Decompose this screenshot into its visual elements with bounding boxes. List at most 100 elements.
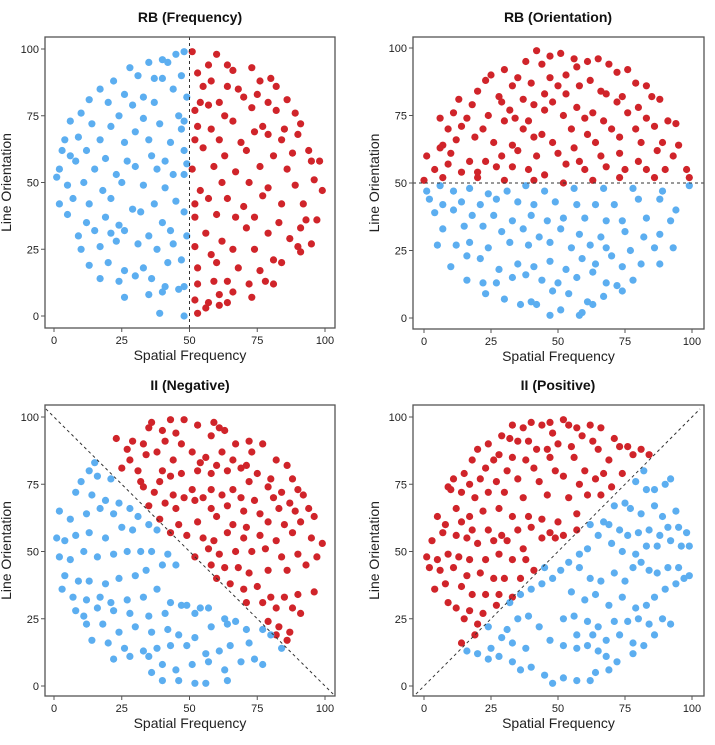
point-category-b [194, 421, 202, 429]
point-category-a [107, 122, 115, 130]
point-category-b [283, 636, 291, 644]
point-category-a [69, 194, 77, 203]
point-category-a [82, 620, 91, 628]
point-category-b [460, 469, 468, 478]
point-category-b [562, 71, 570, 79]
point-category-a [131, 162, 139, 171]
point-category-b [524, 165, 533, 174]
point-category-a [624, 617, 632, 626]
point-category-b [436, 114, 444, 122]
point-category-b [490, 138, 498, 147]
point-category-a [166, 227, 175, 235]
point-category-b [629, 451, 637, 459]
point-category-b [302, 216, 310, 224]
point-category-b [637, 138, 645, 147]
point-category-b [191, 243, 199, 251]
point-category-b [229, 521, 237, 529]
point-category-a [129, 101, 137, 109]
point-category-a [158, 56, 166, 64]
point-category-b [514, 74, 522, 82]
point-category-b [288, 604, 297, 612]
point-category-b [294, 550, 302, 558]
point-category-b [278, 200, 286, 208]
point-category-b [664, 117, 672, 125]
point-category-a [126, 64, 134, 72]
point-category-b [546, 52, 554, 60]
point-category-b [642, 165, 651, 174]
point-category-b [610, 434, 618, 443]
point-category-b [242, 146, 250, 155]
y-tick-label: 100 [389, 412, 407, 424]
point-category-a [120, 267, 129, 275]
point-category-b [223, 194, 231, 203]
point-category-b [602, 163, 610, 171]
point-category-a [131, 623, 139, 631]
point-category-b [237, 138, 245, 146]
point-category-a [145, 58, 153, 66]
point-category-b [541, 90, 549, 98]
point-category-a [677, 542, 685, 550]
point-category-b [307, 157, 315, 165]
point-category-b [618, 93, 626, 101]
point-category-b [551, 467, 559, 475]
point-category-a [527, 211, 535, 219]
point-category-b [567, 443, 576, 451]
point-category-a [650, 593, 659, 601]
point-category-b [444, 160, 452, 168]
point-category-a [618, 287, 626, 295]
point-category-a [586, 241, 594, 249]
point-category-a [600, 292, 608, 300]
point-category-a [621, 228, 629, 236]
point-category-b [482, 464, 490, 472]
point-category-b [457, 518, 466, 526]
chart-title: RB (Orientation) [504, 9, 612, 25]
point-category-a [433, 241, 441, 249]
point-category-b [283, 96, 291, 104]
point-category-b [180, 494, 188, 502]
point-category-b [522, 556, 530, 564]
point-category-a [150, 98, 158, 106]
point-category-b [180, 416, 188, 424]
point-category-b [207, 251, 215, 259]
point-category-a [514, 615, 522, 623]
point-category-a [669, 244, 677, 252]
point-category-b [573, 424, 581, 432]
point-category-a [148, 547, 156, 556]
point-category-a [74, 133, 82, 141]
point-category-b [506, 106, 514, 114]
point-category-a [506, 238, 514, 246]
point-category-b [188, 448, 196, 456]
point-category-a [661, 480, 669, 488]
point-category-b [573, 510, 581, 518]
point-category-b [288, 475, 297, 483]
point-category-a [522, 271, 530, 279]
point-category-a [202, 650, 210, 658]
point-category-a [129, 205, 137, 213]
point-category-b [237, 494, 245, 502]
point-category-b [508, 512, 516, 521]
category-boundary-line [415, 408, 701, 695]
point-category-a [134, 72, 142, 80]
point-category-b [207, 432, 215, 440]
point-category-a [115, 628, 123, 636]
point-category-b [490, 574, 498, 583]
point-category-a [479, 279, 487, 287]
point-category-b [215, 98, 223, 106]
point-category-a [621, 499, 629, 507]
point-category-b [575, 480, 584, 488]
point-category-b [559, 472, 568, 480]
point-category-b [256, 510, 264, 518]
point-category-b [538, 515, 546, 523]
point-category-a [586, 677, 594, 685]
point-category-b [495, 590, 503, 599]
point-category-a [175, 631, 183, 639]
x-tick-label: 25 [116, 703, 128, 715]
point-category-b [482, 157, 490, 165]
x-axis-label: Spatial Frequency [502, 715, 615, 731]
point-category-a [567, 588, 576, 596]
point-category-a [519, 225, 527, 233]
y-tick-label: 50 [395, 178, 407, 190]
point-category-b [299, 200, 307, 208]
point-category-b [229, 245, 237, 253]
point-category-a [672, 206, 680, 214]
